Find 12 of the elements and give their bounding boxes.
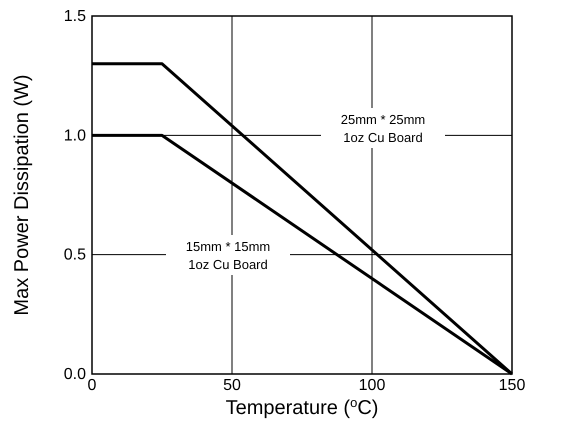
- x-tick-label: 100: [358, 377, 386, 394]
- y-tick-label: 0.0: [64, 366, 86, 383]
- x-tick-label: 150: [498, 377, 526, 394]
- y-axis-title: Max Power Dissipation (W): [11, 74, 33, 316]
- x-tick-label: 0: [88, 377, 97, 394]
- annotation: 25mm * 25mm 1oz Cu Board: [340, 112, 426, 145]
- y-tick-label: 0.5: [64, 246, 86, 264]
- y-tick-label: 1.5: [64, 8, 86, 25]
- x-axis-title: Temperature ($^{o}$C): [226, 394, 378, 419]
- x-tick-label: 50: [223, 377, 241, 394]
- y-tick-label: 1.0: [64, 127, 86, 144]
- annotation: 15mm * 15mm 1oz Cu Board: [186, 239, 270, 272]
